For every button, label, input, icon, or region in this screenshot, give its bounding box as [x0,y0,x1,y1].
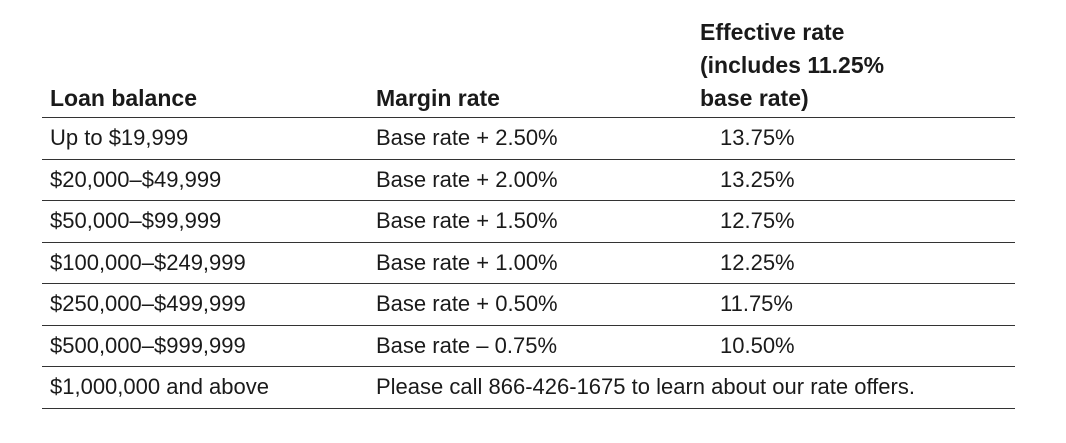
table-row: $100,000–$249,999 Base rate + 1.00% 12.2… [42,243,1015,284]
effective-rate-cell: 10.50% [720,332,795,358]
loan-balance-cell: $250,000–$499,999 [50,291,246,316]
margin-rate-cell: Base rate + 1.50% [376,208,558,233]
margin-rate-cell: Base rate + 2.50% [376,125,558,150]
table-row: $500,000–$999,999 Base rate – 0.75% 10.5… [42,326,1015,367]
table-row: $250,000–$499,999 Base rate + 0.50% 11.7… [42,284,1015,326]
effective-rate-cell: 12.25% [720,249,795,275]
margin-rate-table: Loan balance Margin rate Effective rate … [42,10,1015,409]
table-row: $50,000–$99,999 Base rate + 1.50% 12.75% [42,201,1015,243]
table-header: Loan balance Margin rate Effective rate … [42,10,1015,118]
header-effective-rate-line3: base rate) [700,85,809,111]
header-effective-rate-line2: (includes 11.25% [700,52,885,78]
effective-rate-cell: 11.75% [720,291,793,316]
table-row: Up to $19,999 Base rate + 2.50% 13.75% [42,118,1015,160]
header-loan-balance: Loan balance [50,85,197,111]
header-effective-rate-line1: Effective rate [700,19,845,45]
effective-rate-cell: 13.75% [720,125,795,150]
loan-balance-cell: $1,000,000 and above [50,374,269,399]
header-effective-rate: Effective rate (includes 11.25% base rat… [700,16,960,115]
table-row: $20,000–$49,999 Base rate + 2.00% 13.25% [42,160,1015,201]
loan-balance-cell: Up to $19,999 [50,125,189,150]
margin-rate-cell: Base rate + 0.50% [376,291,558,316]
margin-rate-cell: Base rate – 0.75% [376,332,558,358]
loan-balance-cell: $20,000–$49,999 [50,166,222,192]
loan-balance-cell: $100,000–$249,999 [50,249,246,275]
loan-balance-cell: $50,000–$99,999 [50,208,222,233]
loan-balance-cell: $500,000–$999,999 [50,332,246,358]
rate-offer-note: Please call 866-426-1675 to learn about … [376,374,915,399]
header-margin-rate: Margin rate [376,85,500,111]
margin-rate-cell: Base rate + 2.00% [376,166,558,192]
effective-rate-cell: 13.25% [720,166,795,192]
effective-rate-cell: 12.75% [720,208,795,233]
margin-rate-cell: Base rate + 1.00% [376,249,558,275]
table-row-last: $1,000,000 and above Please call 866-426… [42,367,1015,409]
